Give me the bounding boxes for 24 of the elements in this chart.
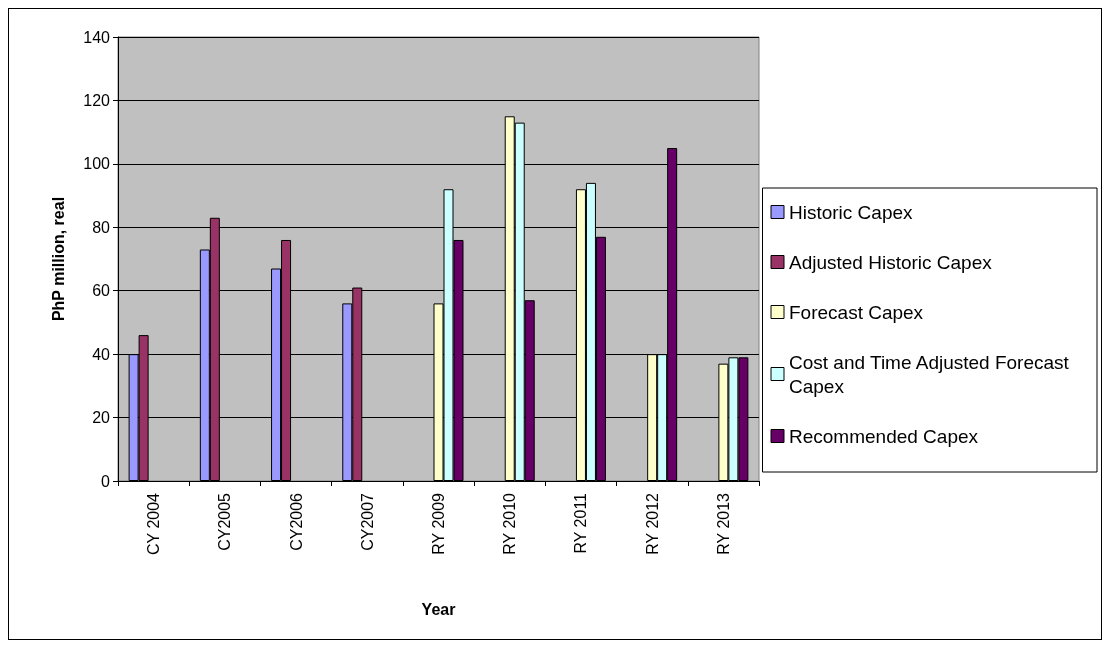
x-tick-label: RY 2010 <box>501 492 519 555</box>
y-tick-label: 60 <box>92 282 111 300</box>
y-tick-label: 0 <box>101 472 111 490</box>
x-tick-label: RY 2009 <box>430 492 447 555</box>
legend-label: Recommended Capex <box>789 425 979 447</box>
x-tick-label: RY 2012 <box>643 492 661 555</box>
x-tick-label: CY2006 <box>287 492 305 551</box>
legend-label: Historic Capex <box>789 201 914 223</box>
x-tick-label: RY 2011 <box>572 492 590 554</box>
y-tick-label: 100 <box>83 155 111 173</box>
x-tick-label: RY 2013 <box>714 492 732 555</box>
x-tick-label: CY2005 <box>216 492 234 551</box>
y-tick-label: 140 <box>83 28 111 46</box>
x-axis-title: Year <box>421 600 456 618</box>
x-tick-label: CY2007 <box>358 492 376 551</box>
y-tick-label: 40 <box>92 345 111 363</box>
legend-label: Forecast Capex <box>789 301 924 323</box>
y-tick-label: 20 <box>92 409 111 427</box>
y-axis-title: PhP million, real <box>49 196 67 322</box>
y-tick-label: 120 <box>83 91 111 109</box>
legend-label: Adjusted Historic Capex <box>789 251 993 273</box>
x-tick-label: CY 2004 <box>145 492 163 555</box>
y-tick-label: 80 <box>92 218 111 236</box>
legend-label: Cost and Time Adjusted Forecast Capex <box>789 351 1075 397</box>
